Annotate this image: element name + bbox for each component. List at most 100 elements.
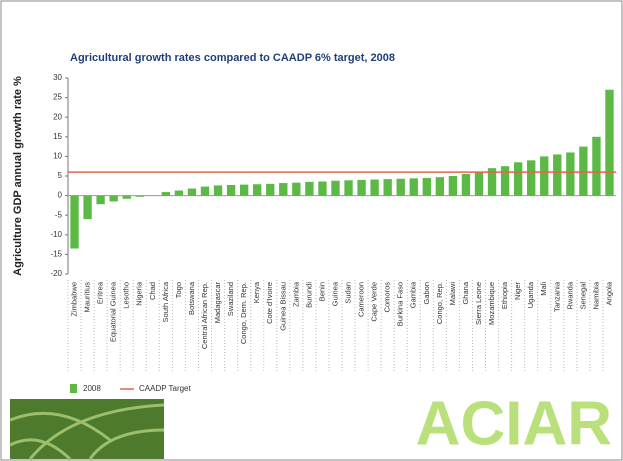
- bar: [449, 176, 457, 196]
- x-tick-label: Angola: [604, 281, 613, 305]
- x-tick-label: Guinea: [330, 281, 339, 306]
- x-tick-label: Madagascar: [213, 282, 222, 324]
- bar: [566, 152, 574, 195]
- x-tick-label: Gabon: [422, 282, 431, 305]
- bar: [96, 196, 104, 205]
- y-axis-label: Agriculture GDP annual growth rate %: [12, 76, 24, 276]
- x-tick-label: Mozambique: [487, 282, 496, 325]
- x-tick-label: Burundi: [304, 282, 313, 308]
- bar: [540, 156, 548, 195]
- x-tick-label: Ethiopia: [500, 281, 509, 309]
- x-tick-label: Eritrea: [96, 281, 105, 304]
- bar: [253, 184, 261, 195]
- x-tick-label: Comoros: [383, 282, 392, 313]
- decor-image: [10, 399, 164, 459]
- bar: [305, 182, 313, 196]
- bar: [344, 180, 352, 195]
- x-tick-label: Nigeria: [135, 281, 144, 306]
- legend-label: 2008: [83, 384, 101, 393]
- x-tick-label: Benin: [317, 282, 326, 301]
- x-tick-label: Equatorial Guinea: [109, 281, 118, 342]
- bar: [475, 172, 483, 196]
- bar: [423, 178, 431, 196]
- bar: [70, 196, 78, 249]
- x-tick-label: Cote d'Ivoire: [265, 282, 274, 324]
- y-tick-label: -20: [50, 269, 62, 278]
- bar: [436, 177, 444, 195]
- x-tick-label: Sudan: [344, 282, 353, 304]
- x-tick-label: Cameroon: [357, 282, 366, 317]
- x-tick-label: Congo, Rep.: [435, 282, 444, 324]
- y-tick-label: -10: [50, 230, 62, 239]
- y-tick-label: 5: [58, 171, 63, 180]
- y-tick-label: 30: [53, 73, 62, 82]
- bar: [357, 180, 365, 196]
- bar: [162, 192, 170, 196]
- bar: [383, 179, 391, 195]
- x-tick-label: Burkina Faso: [396, 282, 405, 326]
- bar: [188, 189, 196, 196]
- bar: [292, 183, 300, 196]
- bar: [397, 179, 405, 196]
- chart-title: Agricultural growth rates compared to CA…: [70, 52, 395, 64]
- bar: [605, 90, 613, 196]
- x-tick-label: Togo: [174, 282, 183, 298]
- bar: [370, 180, 378, 196]
- y-tick-label: 15: [53, 132, 62, 141]
- bar: [227, 185, 235, 196]
- bar: [592, 137, 600, 196]
- y-tick-label: 20: [53, 112, 62, 121]
- x-tick-label: Mauritius: [83, 282, 92, 313]
- bar: [240, 185, 248, 196]
- x-tick-label: Congo, Dem. Rep.: [239, 282, 248, 344]
- y-tick-label: 25: [53, 93, 62, 102]
- bar: [579, 147, 587, 196]
- y-tick-label: -5: [55, 210, 63, 219]
- y-tick-label: 0: [58, 191, 63, 200]
- y-tick-label: 10: [53, 152, 62, 161]
- x-tick-label: Namibia: [591, 281, 600, 309]
- x-tick-label: Malawi: [448, 282, 457, 306]
- bar: [83, 196, 91, 220]
- slide: ACIAR Agricultural growth rates compared…: [0, 0, 623, 461]
- bar: [410, 178, 418, 195]
- x-tick-label: Niger: [513, 282, 522, 300]
- bar: [123, 196, 131, 199]
- x-tick-label: Central African Rep.: [200, 282, 209, 349]
- x-tick-label: Swaziland: [226, 282, 235, 316]
- x-tick-label: Botswana: [187, 281, 196, 315]
- x-tick-label: Gambia: [409, 281, 418, 308]
- x-tick-label: Tanzania: [552, 281, 561, 312]
- bar: [109, 196, 117, 202]
- x-tick-label: Kenya: [252, 281, 261, 303]
- x-tick-label: South Africa: [161, 281, 170, 322]
- x-tick-label: Zimbabwe: [70, 282, 79, 317]
- x-tick-label: Lesotho: [122, 282, 131, 309]
- x-tick-label: Rwanda: [565, 281, 574, 309]
- bar: [201, 187, 209, 196]
- bar: [214, 185, 222, 195]
- bar: [175, 191, 183, 196]
- bar: [279, 183, 287, 196]
- x-tick-label: Mali: [539, 282, 548, 296]
- y-tick-label: -15: [50, 250, 62, 259]
- bar: [331, 181, 339, 196]
- x-tick-label: Chad: [148, 282, 157, 300]
- logo: ACIAR: [416, 389, 612, 458]
- bar: [136, 196, 144, 197]
- legend-swatch: [70, 384, 77, 393]
- bar: [266, 184, 274, 196]
- bar: [318, 181, 326, 195]
- x-tick-label: Senegal: [578, 282, 587, 310]
- x-tick-label: Cape Verde: [370, 282, 379, 322]
- x-tick-label: Uganda: [526, 281, 535, 308]
- x-tick-label: Zambia: [291, 281, 300, 307]
- x-tick-label: Guinea Bissau: [278, 282, 287, 331]
- bar: [501, 166, 509, 195]
- bar: [462, 174, 470, 196]
- bar: [527, 160, 535, 195]
- x-tick-label: Ghana: [461, 281, 470, 304]
- bar: [553, 154, 561, 195]
- legend-label: CAADP Target: [139, 384, 192, 393]
- bar: [514, 162, 522, 195]
